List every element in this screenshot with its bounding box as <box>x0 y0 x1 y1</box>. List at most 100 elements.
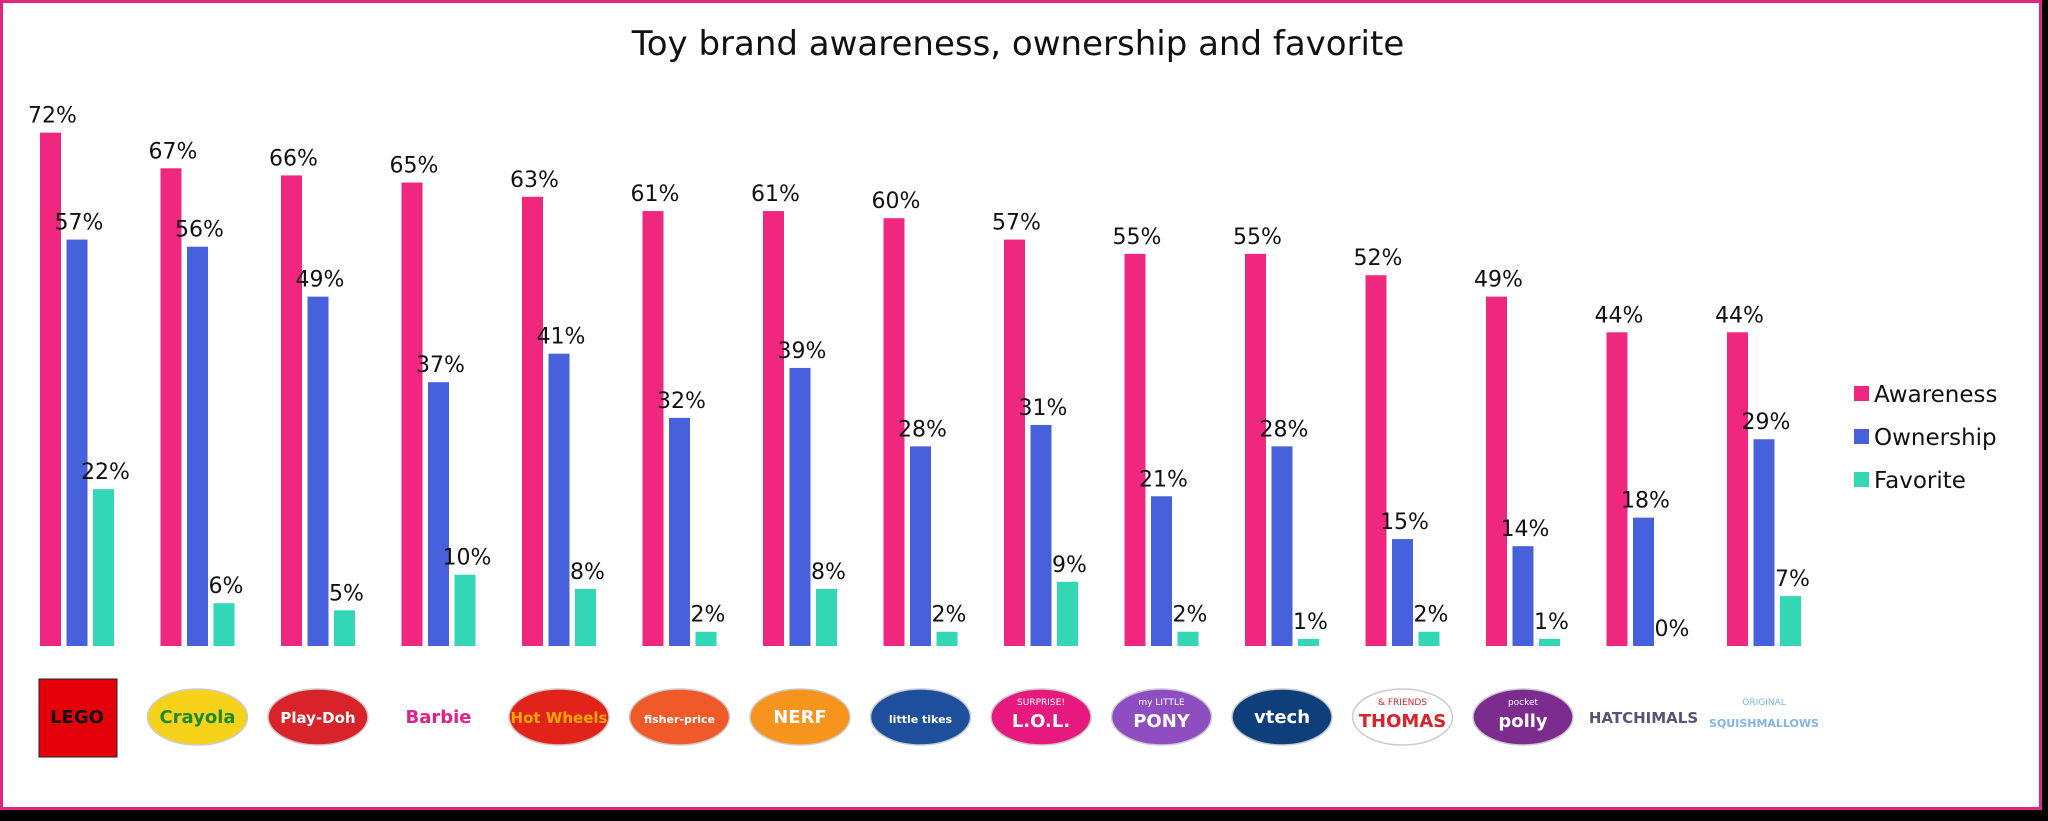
bar-awareness <box>281 175 302 647</box>
bar-awareness <box>1245 253 1266 646</box>
bar-favorite <box>1057 581 1078 646</box>
data-label-favorite: 6% <box>209 574 244 599</box>
data-label-favorite: 5% <box>329 581 364 606</box>
bar-ownership <box>1633 517 1654 646</box>
brand-logo-row: LEGO Crayola Play-Doh Barbie Hot Wheels fishe… <box>38 678 1819 758</box>
bar-ownership <box>1271 446 1293 646</box>
bar-ownership <box>1753 439 1775 646</box>
svg-text:SQUISHMALLOWS: SQUISHMALLOWS <box>1709 717 1819 730</box>
polly-pocket-logo: polly pocket <box>1472 688 1574 746</box>
bar-favorite <box>334 610 355 646</box>
data-label-favorite: 2% <box>932 603 967 628</box>
bar-ownership <box>1512 546 1534 646</box>
data-label-ownership: 49% <box>296 268 345 293</box>
data-label-favorite: 1% <box>1293 610 1328 635</box>
data-label-favorite: 2% <box>1414 603 1449 628</box>
bar-awareness <box>642 211 664 646</box>
bar-ownership <box>307 296 329 646</box>
bar-ownership <box>789 367 811 646</box>
lego-logo: LEGO <box>38 678 118 758</box>
bar-favorite <box>575 588 596 646</box>
legend: Awareness Ownership Favorite <box>1854 382 1998 494</box>
bar-favorite <box>1298 638 1319 646</box>
svg-text:NERF: NERF <box>773 707 827 728</box>
thomas-friends-logo: THOMAS & FRIENDS <box>1351 688 1454 746</box>
svg-text:pocket: pocket <box>1508 698 1539 708</box>
data-label-ownership: 29% <box>1742 410 1791 435</box>
hatchimals-logo: HATCHIMALS <box>1589 709 1698 727</box>
bar-ownership <box>1151 496 1172 646</box>
svg-text:& FRIENDS: & FRIENDS <box>1378 698 1427 708</box>
data-label-awareness: 72% <box>28 104 77 129</box>
barbie-logo: Barbie <box>405 707 471 728</box>
svg-text:Play-Doh: Play-Doh <box>280 709 355 727</box>
data-label-favorite: 9% <box>1052 553 1087 578</box>
vtech-logo: vtech <box>1231 688 1333 746</box>
data-label-ownership: 37% <box>416 353 465 378</box>
legend-label-awareness: Awareness <box>1874 382 1998 408</box>
data-label-favorite: 2% <box>1173 603 1208 628</box>
data-label-awareness: 67% <box>149 139 198 164</box>
data-label-ownership: 18% <box>1621 489 1670 514</box>
bar-favorite <box>1418 631 1440 646</box>
bar-ownership <box>66 239 88 646</box>
data-label-favorite: 7% <box>1775 567 1810 592</box>
bar-awareness <box>1124 253 1146 646</box>
bar-ownership <box>1030 424 1052 646</box>
svg-text:PONY: PONY <box>1133 711 1191 732</box>
play-doh-logo: Play-Doh <box>267 688 369 746</box>
hot-wheels-logo: Hot Wheels <box>508 688 610 746</box>
data-label-ownership: 28% <box>1260 417 1309 442</box>
bar-ownership <box>187 246 208 646</box>
bar-ownership <box>910 446 931 646</box>
legend-label-ownership: Ownership <box>1874 425 1997 451</box>
svg-text:fisher-price: fisher-price <box>644 713 715 726</box>
data-label-ownership: 15% <box>1380 510 1429 535</box>
bar-favorite <box>454 574 476 646</box>
data-label-awareness: 66% <box>269 146 318 171</box>
data-label-awareness: 57% <box>992 211 1041 236</box>
my-little-pony-logo: PONY my LITTLE <box>1110 688 1213 746</box>
data-label-awareness: 61% <box>751 182 800 207</box>
lol-surprise-logo: L.O.L. SURPRISE! <box>990 688 1092 746</box>
bar-favorite <box>1177 631 1199 646</box>
nerf-logo: NERF <box>749 688 851 746</box>
bar-awareness <box>883 218 905 646</box>
bar-favorite <box>936 631 958 646</box>
legend-swatch-awareness <box>1854 386 1869 401</box>
svg-text:my LITTLE: my LITTLE <box>1138 698 1184 708</box>
data-label-favorite: 2% <box>691 603 726 628</box>
data-label-awareness: 44% <box>1595 303 1644 328</box>
data-label-awareness: 55% <box>1233 225 1282 250</box>
legend-label-favorite: Favorite <box>1874 468 1966 494</box>
bar-favorite <box>695 631 717 646</box>
bar-awareness <box>1365 275 1387 646</box>
data-label-awareness: 63% <box>510 168 559 193</box>
bar-awareness <box>763 211 784 646</box>
svg-text:Barbie: Barbie <box>405 707 471 728</box>
squishmallows-logo: SQUISHMALLOWS ORIGINAL <box>1709 698 1819 730</box>
data-label-awareness: 65% <box>390 154 439 179</box>
svg-text:ORIGINAL: ORIGINAL <box>1742 698 1786 708</box>
data-label-awareness: 61% <box>631 182 680 207</box>
data-label-awareness: 52% <box>1354 246 1403 271</box>
bar-awareness <box>1606 332 1628 646</box>
data-label-favorite: 0% <box>1655 617 1690 642</box>
data-label-ownership: 32% <box>657 389 706 414</box>
crayola-logo: Crayola <box>146 688 249 746</box>
little-tikes-logo: little tikes <box>869 688 972 746</box>
bar-favorite <box>213 603 235 646</box>
legend-swatch-ownership <box>1854 429 1869 444</box>
bar-favorite <box>1780 596 1801 646</box>
bar-awareness <box>522 196 543 646</box>
data-label-ownership: 57% <box>55 211 104 236</box>
data-label-ownership: 21% <box>1139 467 1188 492</box>
data-label-favorite: 22% <box>81 460 130 485</box>
svg-text:vtech: vtech <box>1254 707 1310 728</box>
fisher-price-logo: fisher-price <box>628 688 731 746</box>
bar-awareness <box>1004 239 1025 646</box>
bar-awareness <box>40 132 61 646</box>
svg-text:L.O.L.: L.O.L. <box>1012 711 1070 732</box>
bar-ownership <box>1392 539 1413 646</box>
